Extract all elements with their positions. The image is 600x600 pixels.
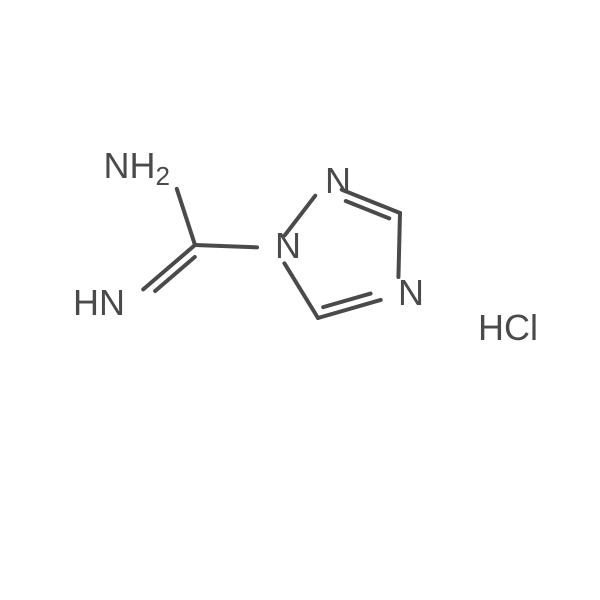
atom-label: N: [325, 160, 351, 201]
chemical-structure-diagram: NH2HNNNNHCl: [0, 0, 600, 600]
bond: [346, 201, 389, 218]
atom-label: HN: [73, 282, 125, 323]
atom-label: NH2: [104, 145, 170, 191]
counterion-label: HCl: [478, 307, 538, 348]
bond: [318, 300, 381, 318]
bond: [398, 213, 400, 277]
bond: [195, 245, 257, 247]
bond: [143, 245, 195, 289]
bond: [177, 189, 195, 245]
atom-label: N: [398, 272, 424, 313]
bond: [284, 263, 318, 318]
atom-label: N: [275, 225, 301, 266]
